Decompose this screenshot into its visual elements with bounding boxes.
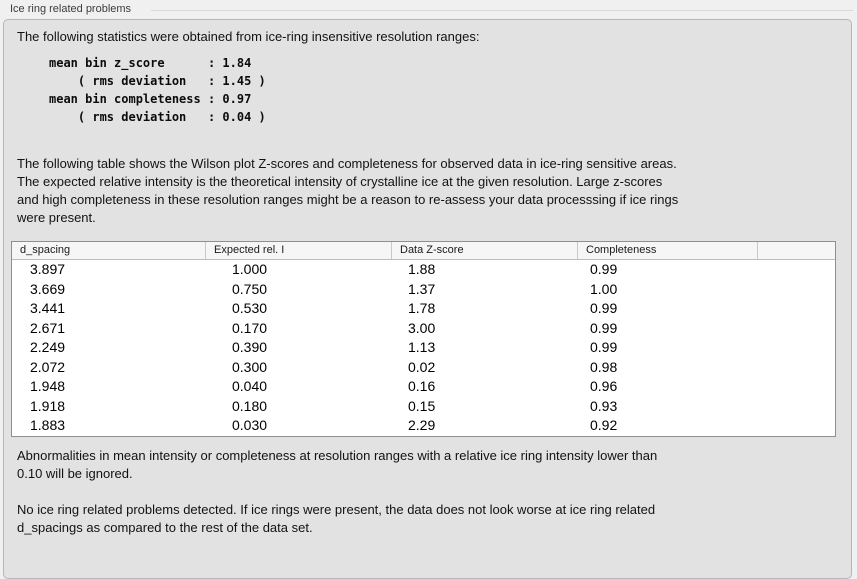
table-cell: 0.99	[590, 261, 618, 277]
column-header-completeness[interactable]: Completeness	[578, 242, 758, 259]
table-cell: 3.669	[30, 280, 66, 297]
ignore-note: Abnormalities in mean intensity or compl…	[17, 448, 658, 481]
table-row[interactable]: 2.072 0.300 0.02 0.98	[12, 358, 835, 378]
table-cell: 0.96	[590, 378, 618, 394]
table-cell: 0.030	[232, 417, 268, 433]
table-cell: 0.180	[232, 397, 268, 414]
table-row[interactable]: 3.441 0.530 1.78 0.99	[12, 299, 835, 319]
table-cell-filler	[758, 377, 835, 397]
table-row[interactable]: 1.883 0.030 2.29 0.92	[12, 416, 835, 436]
stats-block: mean bin z_score : 1.84 ( rms deviation …	[49, 56, 266, 124]
table-cell: 2.671	[30, 319, 66, 336]
table-cell: 1.37	[408, 280, 436, 297]
table-cell: 2.249	[30, 339, 66, 355]
table-cell: 0.170	[232, 319, 268, 336]
table-row[interactable]: 3.897 1.000 1.88 0.99	[12, 260, 835, 280]
table-row[interactable]: 3.669 0.750 1.37 1.00	[12, 280, 835, 300]
table-cell: 2.29	[408, 417, 436, 433]
table-cell-filler	[758, 299, 835, 319]
table-cell: 0.15	[408, 397, 436, 414]
table-cell: 1.000	[232, 261, 268, 277]
table-cell: 1.948	[30, 378, 66, 394]
table-cell: 0.99	[590, 300, 618, 316]
column-header-d-spacing[interactable]: d_spacing	[12, 242, 206, 259]
column-header-data-z-score[interactable]: Data Z-score	[392, 242, 578, 259]
table-cell: 1.13	[408, 339, 436, 355]
table-cell: 0.99	[590, 339, 618, 355]
table-cell: 0.99	[590, 319, 618, 336]
table-cell: 2.072	[30, 358, 66, 375]
table-description: The following table shows the Wilson plo…	[17, 156, 679, 225]
ice-ring-table: d_spacing Expected rel. I Data Z-score C…	[11, 241, 836, 437]
table-row[interactable]: 1.918 0.180 0.15 0.93	[12, 397, 835, 417]
table-cell: 0.16	[408, 378, 436, 394]
table-cell: 0.93	[590, 397, 618, 414]
table-body: 3.897 1.000 1.88 0.99 3.669 0.750 1.37 1.00 3.44…	[12, 260, 835, 436]
section-title: Ice ring related problems	[10, 3, 132, 15]
table-row[interactable]: 1.948 0.040 0.16 0.96	[12, 377, 835, 397]
table-cell: 1.88	[408, 261, 436, 277]
section-divider	[151, 10, 853, 11]
table-cell-filler	[758, 397, 835, 417]
column-header-expected-rel-i[interactable]: Expected rel. I	[206, 242, 392, 259]
table-cell: 1.78	[408, 300, 436, 316]
table-cell: 0.040	[232, 378, 268, 394]
ice-ring-panel: The following statistics were obtained f…	[3, 19, 852, 579]
table-cell: 0.02	[408, 358, 436, 375]
table-cell-filler	[758, 338, 835, 358]
table-cell: 0.98	[590, 358, 618, 375]
conclusion-text: No ice ring related problems detected. I…	[17, 502, 656, 535]
table-cell: 0.750	[232, 280, 268, 297]
table-cell: 1.883	[30, 417, 66, 433]
table-cell-filler	[758, 280, 835, 300]
table-header-row: d_spacing Expected rel. I Data Z-score C…	[12, 242, 835, 260]
table-cell: 3.897	[30, 261, 66, 277]
table-cell: 1.918	[30, 397, 66, 414]
table-cell: 1.00	[590, 280, 618, 297]
table-row[interactable]: 2.671 0.170 3.00 0.99	[12, 319, 835, 339]
table-cell-filler	[758, 358, 835, 378]
table-cell: 3.00	[408, 319, 436, 336]
table-cell: 0.530	[232, 300, 268, 316]
table-row[interactable]: 2.249 0.390 1.13 0.99	[12, 338, 835, 358]
table-cell: 0.390	[232, 339, 268, 355]
table-cell-filler	[758, 260, 835, 280]
table-cell: 0.92	[590, 417, 618, 433]
table-cell: 3.441	[30, 300, 66, 316]
table-cell-filler	[758, 416, 835, 436]
table-cell: 0.300	[232, 358, 268, 375]
intro-text: The following statistics were obtained f…	[17, 29, 480, 44]
column-header-filler	[758, 242, 835, 259]
table-cell-filler	[758, 319, 835, 339]
